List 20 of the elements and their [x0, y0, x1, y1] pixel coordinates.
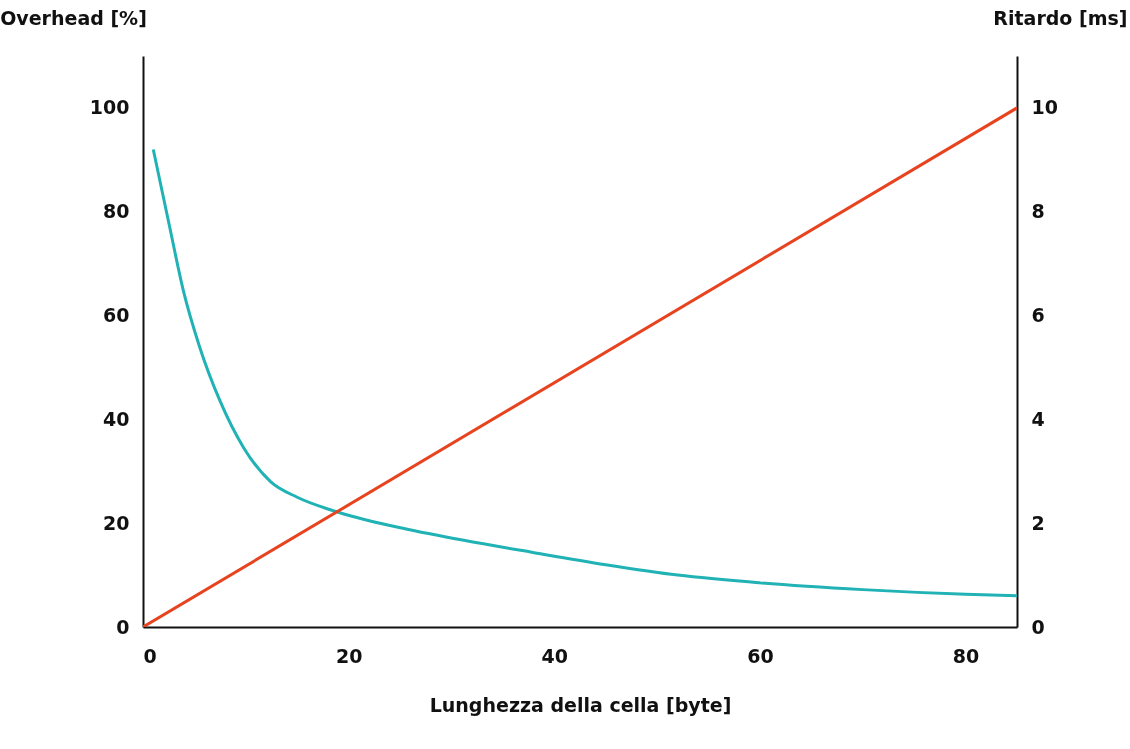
y2-tick-label: 0 — [1031, 615, 1045, 638]
y2-tick-label: 2 — [1031, 511, 1045, 534]
x-tick-label: 40 — [541, 644, 569, 667]
x-tick-label: 60 — [747, 644, 774, 667]
y2-tick-label: 4 — [1031, 407, 1045, 430]
y-tick-label: 60 — [103, 304, 130, 327]
y2-tick-label: 6 — [1031, 304, 1045, 327]
y-tick-label: 80 — [103, 200, 130, 223]
y-tick-label: 0 — [116, 615, 130, 638]
y-tick-label: 100 — [89, 96, 130, 119]
y-tick-label: 40 — [103, 407, 130, 430]
x-tick-label: 20 — [335, 644, 363, 667]
x-tick-label: 80 — [952, 644, 980, 667]
y2-axis-title: Ritardo [ms] — [993, 6, 1128, 29]
x-axis-title: Lunghezza della cella [byte] — [429, 693, 732, 716]
y2-tick-label: 10 — [1031, 96, 1058, 119]
y-axis-title: Overhead [%] — [0, 6, 147, 29]
y-tick-label: 20 — [103, 511, 130, 534]
x-tick-label: 0 — [143, 644, 157, 667]
y2-tick-label: 8 — [1031, 200, 1045, 223]
